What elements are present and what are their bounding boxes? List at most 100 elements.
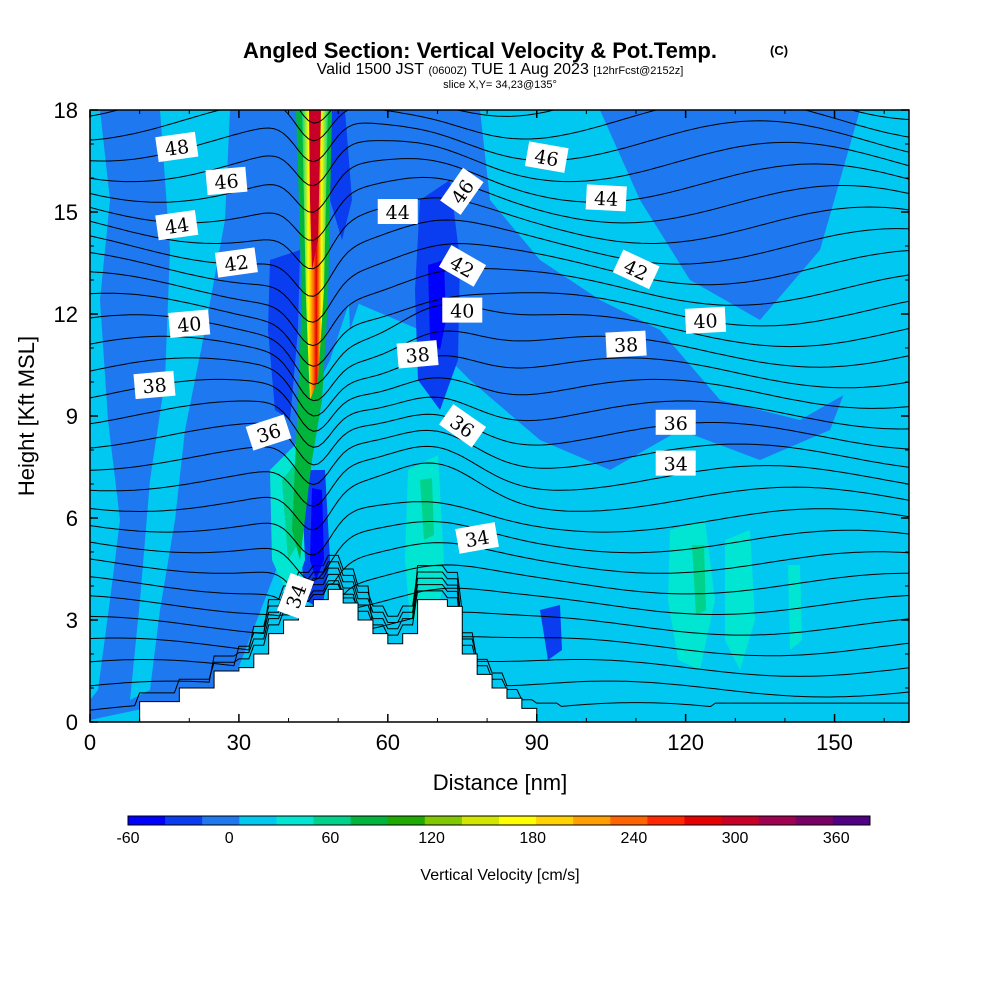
contour-label-text: 36 (664, 413, 688, 435)
theta-contour-line (90, 561, 909, 657)
y-tick-label: 15 (54, 200, 78, 225)
downdraft-core (310, 488, 324, 580)
contour-label-text: 42 (223, 251, 250, 276)
contour-label-bg (612, 249, 660, 290)
contour-label: 44 (585, 184, 627, 212)
contour-label: 42 (214, 247, 258, 278)
downdraft-core (428, 260, 446, 350)
colorbar-swatch (758, 816, 797, 825)
contour-label-bg (396, 340, 439, 369)
theta-contour-line (90, 573, 909, 698)
contour-label-bg (439, 404, 487, 448)
theta-contour-line (90, 330, 909, 402)
colorbar: -60 0 60 120 180 240 300 360 (116, 815, 871, 847)
theta-contour-line (90, 413, 909, 466)
colorbar-swatch (202, 816, 240, 825)
updraft-zone (420, 478, 434, 540)
colorbar-swatch (313, 816, 352, 825)
colorbar-swatch (499, 816, 537, 825)
theta-contour-line (90, 567, 909, 677)
colorbar-swatch (461, 816, 500, 825)
contour-labels: 4846444240383634464442403836344644424038… (133, 131, 727, 620)
colorbar-frame (127, 815, 871, 826)
contour-label: 40 (684, 306, 727, 334)
field-band (130, 110, 230, 700)
x-tick-label: 90 (524, 730, 548, 755)
contour-label-text: 34 (464, 526, 492, 552)
colorbar-swatch (647, 816, 685, 825)
theta-contour-line (90, 429, 909, 486)
colorbar-swatch (795, 816, 834, 825)
subtitle-fcst: [12hrFcst@2152z] (593, 65, 683, 77)
colorbar-tick-label: 0 (225, 830, 234, 847)
y-tick-label: 0 (66, 710, 78, 735)
contour-label-bg (655, 450, 696, 476)
contour-label-bg (684, 306, 727, 334)
contour-label-bg (442, 297, 483, 323)
contour-label: 40 (168, 309, 211, 338)
contour-label-bg (214, 247, 258, 278)
contour-label-text: 40 (450, 301, 474, 323)
theta-contour-line (90, 462, 909, 531)
theta-contour-line (90, 140, 909, 187)
contour-label-bg (585, 184, 627, 212)
contour-label-bg (524, 141, 569, 173)
theta-contour-line (90, 243, 909, 323)
contour-label-bg (605, 330, 647, 358)
theta-contour-line (90, 267, 909, 347)
colorbar-swatch (350, 816, 389, 825)
colorbar-swatch (610, 816, 648, 825)
velocity-field (90, 110, 909, 722)
colorbar-swatch (387, 816, 426, 825)
theta-contour-line (90, 355, 909, 417)
updraft-zone (692, 545, 706, 615)
chart-subtitle: Valid 1500 JST (0600Z) TUE 1 Aug 2023 [1… (317, 61, 684, 78)
subtitle-utc: (0600Z) (428, 65, 467, 77)
updraft-column-max (309, 110, 321, 270)
y-tick-label: 9 (66, 404, 78, 429)
colorbar-tick-label: 180 (519, 830, 546, 847)
colorbar-swatch (424, 816, 463, 825)
theta-contour-line (90, 396, 909, 448)
contour-label-text: 38 (142, 374, 168, 398)
contour-label: 46 (524, 141, 569, 173)
x-axis: 0 30 60 90 120 150 (84, 110, 885, 755)
theta-contour-line (90, 554, 909, 636)
colorbar-tick-label: 240 (621, 830, 648, 847)
theta-contour-line (90, 501, 909, 556)
updraft-zone (788, 565, 802, 650)
theta-contours (90, 110, 909, 711)
contour-label: 44 (155, 209, 199, 241)
x-tick-label: 120 (667, 730, 704, 755)
downdraft (540, 605, 562, 660)
chart-title: Angled Section: Vertical Velocity & Pot.… (243, 38, 717, 63)
contour-label-text: 34 (664, 454, 688, 476)
theta-contour-line (90, 583, 909, 617)
x-tick-label: 0 (84, 730, 96, 755)
contour-label: 46 (205, 166, 248, 196)
colorbar-tick-label: 300 (722, 830, 749, 847)
colorbar-swatch (684, 816, 723, 825)
y-tick-label: 18 (54, 98, 78, 123)
contour-label-bg (155, 131, 199, 163)
colorbar-swatch (536, 816, 574, 825)
colorbar-swatch (128, 816, 166, 825)
colorbar-swatch (276, 816, 314, 825)
contour-label-bg (245, 414, 292, 451)
contour-label-bg (440, 167, 484, 215)
contour-label-bg (276, 572, 315, 620)
subtitle-valid: Valid 1500 JST (317, 61, 425, 78)
y-tick-label: 6 (66, 506, 78, 531)
contour-label-bg (205, 166, 248, 196)
theta-contour-line (90, 445, 909, 507)
contour-label-text: 38 (613, 334, 638, 357)
contour-label: 38 (605, 330, 647, 358)
contour-label-text: 40 (176, 313, 202, 337)
contour-label-text: 48 (163, 136, 190, 161)
theta-contour-line (90, 110, 909, 124)
downdraft (325, 110, 352, 240)
contour-label-bg (655, 409, 696, 435)
contour-label-bg (455, 522, 499, 554)
theta-contour-line (90, 158, 909, 213)
